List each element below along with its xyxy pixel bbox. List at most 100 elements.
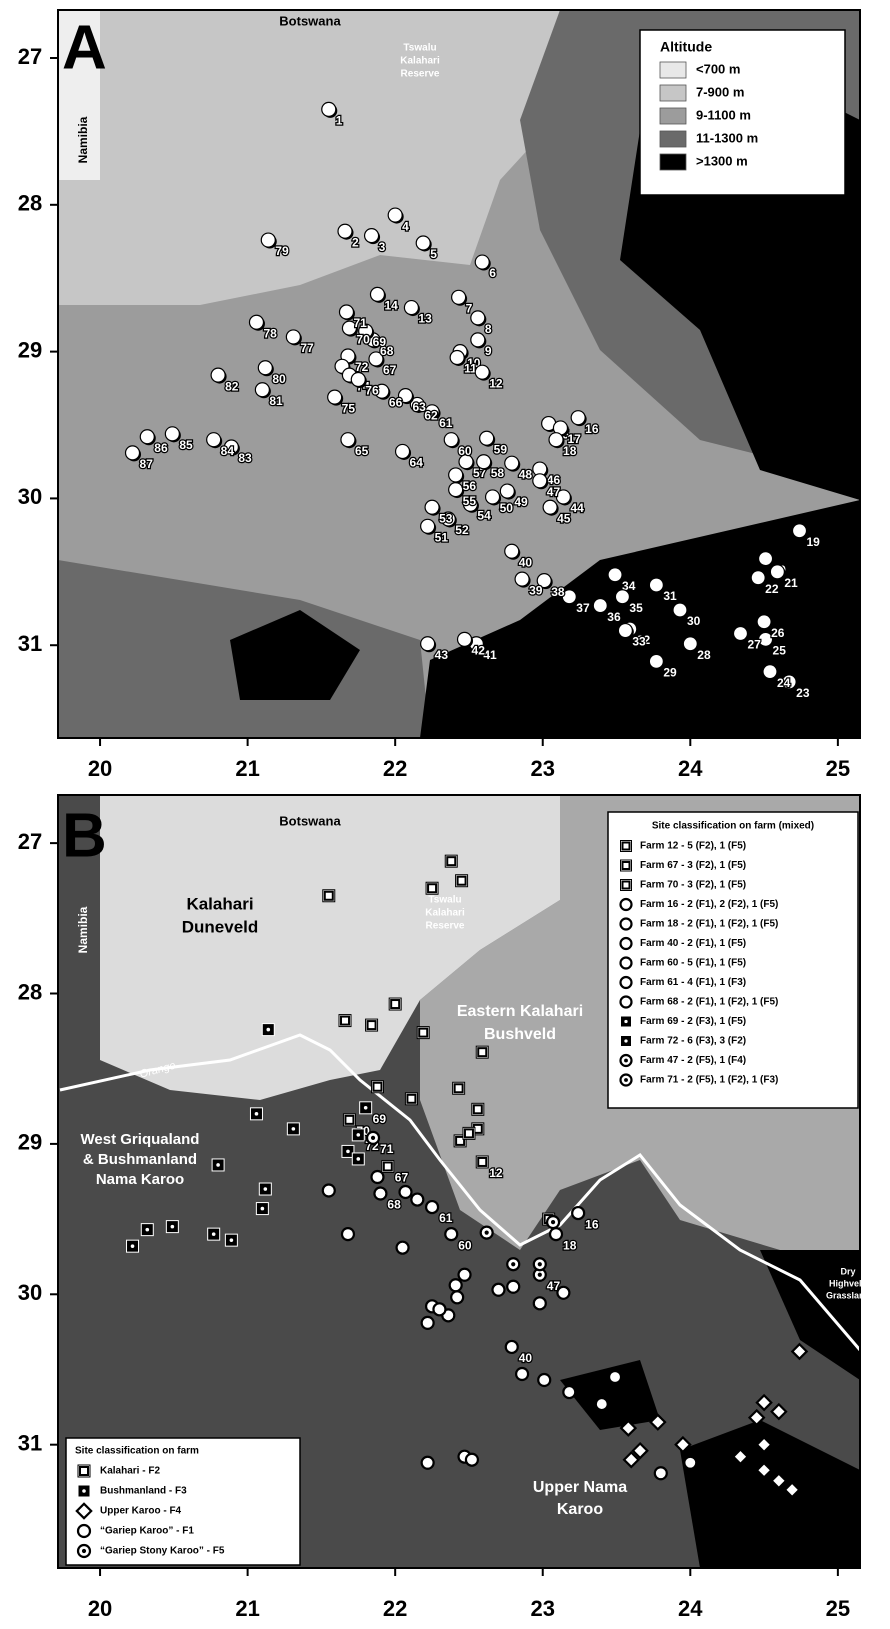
site-label: 6: [489, 266, 496, 280]
marker-shape: [422, 1317, 434, 1329]
marker-shape: [563, 1386, 575, 1398]
site-label: 60: [458, 1238, 472, 1252]
site-marker: [445, 1228, 457, 1240]
y-tick-label: 28: [18, 979, 42, 1004]
site-marker: [389, 998, 401, 1010]
marker-shape: [411, 1194, 423, 1206]
legend-swatch: [660, 154, 686, 170]
marker-dot: [292, 1127, 296, 1131]
marker-shape: [571, 411, 585, 425]
legend-label: Farm 70 - 3 (F2), 1 (F5): [640, 880, 746, 891]
place-label: West Griqualand: [81, 1131, 200, 1148]
marker-shape: [550, 1228, 562, 1240]
site-marker: [127, 1240, 139, 1252]
site-label: 65: [355, 444, 369, 458]
site-label: 30: [687, 614, 701, 628]
marker-dot: [230, 1238, 234, 1242]
marker-shape: [328, 390, 342, 404]
site-marker: [397, 1242, 409, 1254]
site-marker: [466, 1454, 478, 1466]
marker-shape: [370, 287, 384, 301]
site-label: 66: [389, 395, 403, 409]
site-marker: [463, 1127, 475, 1139]
site-label: 36: [607, 610, 621, 624]
marker-shape: [371, 1171, 383, 1183]
marker-shape: [449, 483, 463, 497]
site-label: 77: [300, 341, 314, 355]
marker-dot: [264, 1187, 268, 1191]
place-label: Bushveld: [484, 1026, 556, 1043]
marker-shape: [450, 350, 464, 364]
marker-shape: [374, 1188, 386, 1200]
marker-shape: [621, 997, 632, 1008]
marker-shape: [649, 578, 663, 592]
marker-shape: [733, 626, 747, 640]
place-label: Namibia: [76, 906, 90, 953]
site-marker: [516, 1368, 528, 1380]
marker-shape: [618, 624, 632, 638]
marker-dot: [371, 1136, 375, 1140]
marker-shape: [459, 1269, 471, 1281]
site-marker: [547, 1216, 559, 1228]
site-marker: [506, 1341, 518, 1353]
site-label: 54: [477, 508, 491, 522]
site-marker: [621, 899, 632, 910]
legend-label: 9-1100 m: [696, 107, 751, 122]
place-label: Namibia: [76, 116, 90, 163]
site-label: 52: [455, 523, 469, 537]
site-label: 61: [439, 416, 453, 430]
site-marker: [550, 1228, 562, 1240]
marker-shape: [421, 519, 435, 533]
marker-shape: [751, 571, 765, 585]
site-marker: [411, 1194, 423, 1206]
site-label: 63: [413, 400, 427, 414]
x-tick-label: 20: [88, 756, 112, 781]
site-marker: [433, 1303, 445, 1315]
site-label: 31: [663, 589, 677, 603]
site-marker: [78, 1545, 90, 1557]
site-marker: [360, 1102, 372, 1114]
legend-label: Farm 47 - 2 (F5), 1 (F4): [640, 1055, 746, 1066]
site-label: 85: [179, 438, 193, 452]
site-label: 58: [491, 466, 505, 480]
place-label: & Bushmanland: [83, 1151, 197, 1168]
marker-shape: [400, 1186, 412, 1198]
marker-dot: [624, 1039, 627, 1042]
legend-label: Farm 60 - 5 (F1), 1 (F5): [640, 958, 746, 969]
marker-shape: [342, 1228, 354, 1240]
site-marker: [422, 1317, 434, 1329]
legend-swatch: [660, 85, 686, 101]
marker-shape: [475, 255, 489, 269]
legend-title: Altitude: [660, 39, 712, 55]
place-label: Nama Karoo: [96, 1171, 184, 1188]
site-label: 61: [439, 1211, 453, 1225]
site-marker: [476, 1156, 488, 1168]
site-marker: [621, 977, 632, 988]
y-tick-label: 27: [18, 44, 42, 69]
marker-shape: [397, 1242, 409, 1254]
site-marker: [287, 1123, 299, 1135]
marker-shape: [388, 208, 402, 222]
site-label: 40: [519, 1351, 533, 1365]
site-marker: [481, 1227, 493, 1239]
marker-shape: [621, 977, 632, 988]
legend-swatch: [660, 131, 686, 147]
site-label: 81: [269, 394, 283, 408]
y-tick-label: 29: [18, 337, 42, 362]
marker-shape: [426, 1201, 438, 1213]
site-label: 78: [263, 326, 277, 340]
place-label: Reserve: [426, 921, 465, 932]
place-label: Eastern Kalahari: [457, 1003, 583, 1020]
marker-dot: [255, 1112, 259, 1116]
x-tick-label: 25: [826, 1596, 850, 1621]
legend-label: “Gariep Stony Karoo” - F5: [100, 1546, 225, 1557]
site-label: 16: [585, 422, 599, 436]
site-label: 16: [585, 1217, 599, 1231]
marker-shape: [323, 1185, 335, 1197]
site-label: 5: [430, 247, 437, 261]
marker-shape: [445, 1228, 457, 1240]
marker-shape: [507, 1281, 519, 1293]
marker-shape: [339, 305, 353, 319]
site-label: 60: [458, 444, 472, 458]
marker-dot: [551, 1220, 555, 1224]
